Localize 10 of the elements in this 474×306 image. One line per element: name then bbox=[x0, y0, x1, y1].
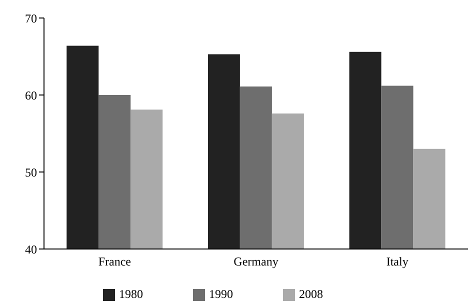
legend-label: 1980 bbox=[119, 287, 143, 301]
y-tick-label: 70 bbox=[25, 11, 37, 26]
x-tick-label: Germany bbox=[234, 254, 278, 269]
y-tick-label: 40 bbox=[25, 242, 37, 256]
y-tick-label: 60 bbox=[25, 88, 37, 102]
x-tick-label: Italy bbox=[386, 254, 408, 269]
legend-label: 2008 bbox=[299, 287, 323, 301]
y-tick-label: 50 bbox=[25, 165, 37, 180]
legend-label: 1990 bbox=[209, 287, 233, 301]
x-tick-label: France bbox=[98, 254, 131, 269]
